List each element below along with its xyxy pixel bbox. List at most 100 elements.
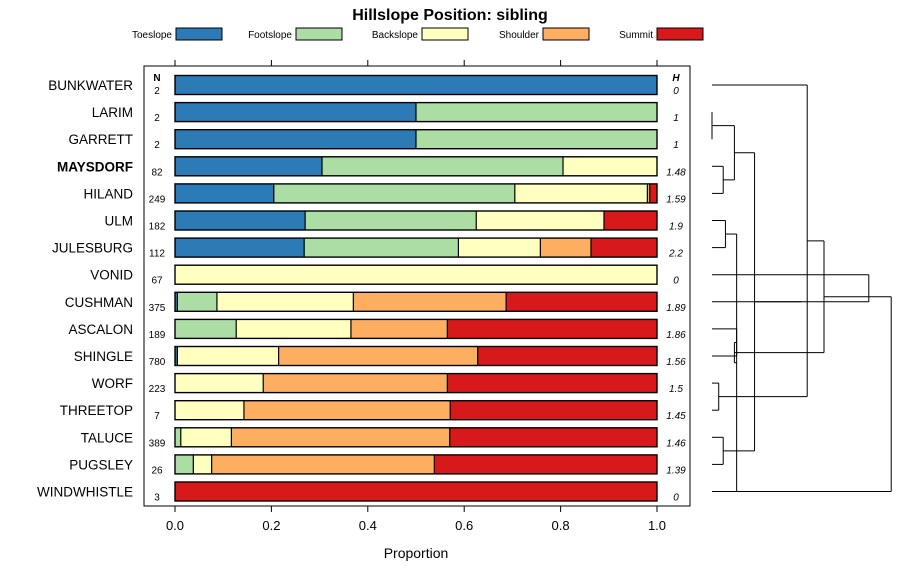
row-label-taluce: TALUCE (81, 430, 133, 445)
bar-segment-hiland-toeslope (175, 183, 274, 203)
h-value-larim: 1 (673, 113, 679, 124)
row-label-windwhistle: WINDWHISTLE (37, 485, 133, 500)
bar-outline-windwhistle (174, 481, 658, 502)
row-label-julesburg: JULESBURG (52, 241, 133, 256)
n-value-bunkwater: 2 (154, 86, 160, 97)
bar-segment-shingle-toeslope (175, 346, 178, 366)
row-label-threetop: THREETOP (60, 403, 133, 418)
bar-segment-taluce-summit (449, 427, 657, 447)
h-value-threetop: 1.45 (666, 411, 686, 422)
bar-segment-vonid-backslope (175, 265, 657, 285)
h-value-windwhistle: 0 (673, 493, 679, 504)
x-tick-label: 0.2 (262, 518, 280, 533)
n-value-maysdorf: 82 (151, 167, 163, 178)
bar-segment-cushman-summit (506, 292, 657, 312)
bar-segment-julesburg-backslope (458, 238, 541, 258)
h-value-maysdorf: 1.48 (666, 167, 686, 178)
bar-segment-maysdorf-footslope (322, 156, 564, 176)
legend-label-summit: Summit (619, 30, 653, 41)
chart-title: Hillslope Position: sibling (352, 7, 548, 24)
legend-swatch-shoulder (542, 27, 590, 41)
n-value-threetop: 7 (154, 411, 160, 422)
h-value-ascalon: 1.86 (666, 330, 686, 341)
n-value-taluce: 389 (149, 438, 166, 449)
bar-segment-hiland-shoulder (647, 183, 650, 203)
bar-outline-bunkwater (174, 74, 658, 96)
n-value-windwhistle: 3 (154, 493, 160, 504)
bar-outline-julesburg (174, 237, 658, 258)
n-value-ulm: 182 (149, 222, 166, 233)
x-tick-label: 0.4 (359, 518, 377, 533)
legend-label-shoulder: Shoulder (499, 30, 540, 41)
row-label-ulm: ULM (104, 214, 133, 229)
n-column-header: N (153, 73, 160, 84)
bar-segment-garrett-toeslope (175, 129, 416, 149)
bar-segment-julesburg-summit (590, 238, 657, 258)
bar-segment-shingle-shoulder (278, 346, 478, 366)
bar-outline-maysdorf (174, 156, 658, 177)
bar-segment-maysdorf-backslope (563, 156, 657, 176)
bar-segment-ulm-toeslope (175, 211, 306, 230)
bar-segment-pugsley-footslope (175, 454, 194, 474)
bar-segment-threetop-summit (450, 400, 657, 420)
h-value-cushman: 1.89 (666, 303, 686, 314)
bar-segment-shingle-summit (477, 346, 657, 366)
bar-segment-windwhistle-summit (175, 482, 657, 501)
row-label-maysdorf: MAYSDORF (57, 159, 133, 174)
h-value-shingle: 1.56 (666, 357, 686, 368)
bar-segment-larim-footslope (416, 102, 657, 122)
n-value-larim: 2 (154, 113, 160, 124)
bar-segment-bunkwater-toeslope (175, 75, 657, 95)
row-label-worf: WORF (92, 376, 133, 391)
row-label-garrett: GARRETT (68, 132, 133, 147)
bar-segment-maysdorf-toeslope (175, 156, 323, 176)
bar-segment-ascalon-summit (447, 319, 657, 339)
bar-segment-cushman-backslope (216, 292, 354, 312)
legend-label-backslope: Backslope (372, 30, 419, 41)
bar-segment-ulm-backslope (476, 211, 604, 230)
bar-segment-worf-shoulder (263, 373, 448, 393)
bar-segment-threetop-backslope (175, 400, 244, 420)
bar-segment-ulm-summit (603, 211, 657, 230)
bar-outline-ulm (174, 210, 658, 231)
h-value-ulm: 1.9 (669, 222, 683, 233)
bar-segment-pugsley-shoulder (211, 454, 435, 474)
bar-segment-taluce-footslope (175, 427, 181, 447)
h-column-header: H (672, 73, 680, 84)
x-axis-label: Proportion (384, 545, 449, 561)
row-label-larim: LARIM (92, 105, 133, 120)
bar-segment-worf-backslope (175, 373, 264, 393)
x-tick-label: 0.6 (455, 518, 473, 533)
bar-segment-ascalon-footslope (175, 319, 237, 339)
row-label-ascalon: ASCALON (68, 322, 133, 337)
bar-outline-threetop (174, 400, 658, 421)
bar-segment-cushman-shoulder (353, 292, 507, 312)
row-label-bunkwater: BUNKWATER (48, 78, 133, 93)
h-value-julesburg: 2.2 (668, 249, 683, 260)
bar-segment-shingle-backslope (177, 346, 279, 366)
n-value-hiland: 249 (149, 194, 166, 205)
x-tick-label: 1.0 (648, 518, 666, 533)
bar-segment-ulm-footslope (305, 211, 477, 230)
h-value-garrett: 1 (673, 140, 679, 151)
legend-swatch-summit (656, 27, 704, 41)
n-value-worf: 223 (149, 384, 166, 395)
bar-segment-julesburg-footslope (304, 238, 459, 258)
bar-segment-pugsley-backslope (193, 454, 212, 474)
plot-frame (143, 65, 691, 507)
bar-segment-cushman-footslope (177, 292, 217, 312)
bar-segment-ascalon-backslope (236, 319, 351, 339)
bar-outline-hiland (174, 183, 658, 204)
h-value-pugsley: 1.39 (666, 465, 686, 476)
legend-swatch-toeslope (175, 27, 223, 41)
bar-outline-garrett (174, 128, 658, 150)
bar-segment-garrett-footslope (416, 129, 657, 149)
bar-segment-julesburg-shoulder (540, 238, 591, 258)
legend-label-footslope: Footslope (248, 30, 292, 41)
h-value-vonid: 0 (673, 276, 679, 287)
bar-outline-larim (174, 101, 658, 123)
h-value-taluce: 1.46 (666, 438, 686, 449)
bar-segment-threetop-shoulder (243, 400, 451, 420)
legend-swatch-footslope (295, 27, 343, 41)
